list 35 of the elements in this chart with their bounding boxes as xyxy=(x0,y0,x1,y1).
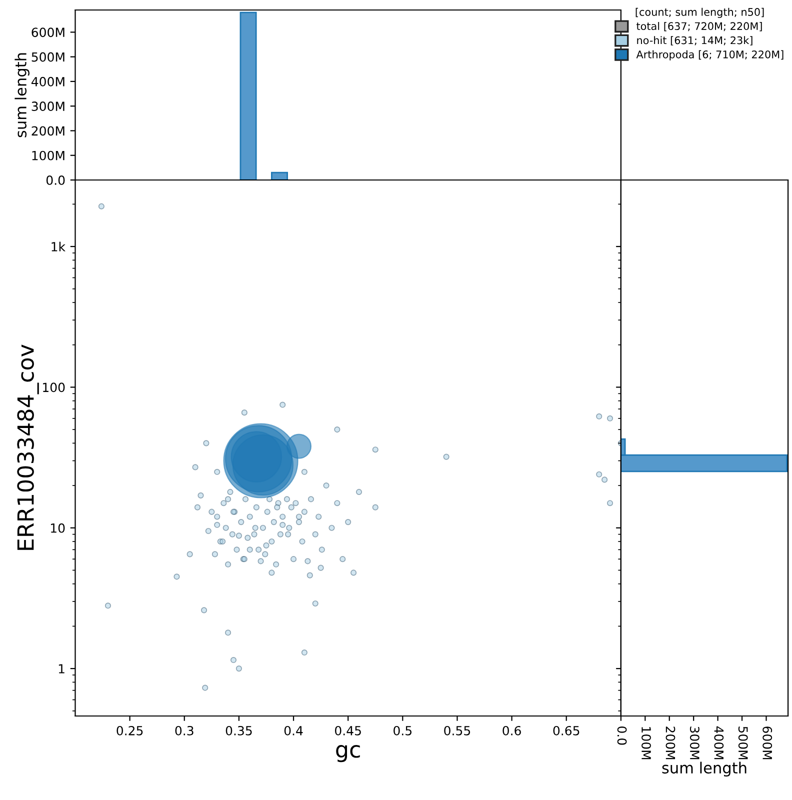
x-tick-label: 0.25 xyxy=(116,726,143,736)
y-tick-label: 100M xyxy=(32,150,64,160)
y-tick-label: 0.0 xyxy=(46,175,65,185)
x-axis-title: sum length xyxy=(662,762,746,777)
x-tick-label: 400M xyxy=(714,726,724,760)
y-tick-label: 1k xyxy=(52,242,66,252)
y-tick-label: 10 xyxy=(50,523,65,533)
legend-label: Arthropoda [6; 710M; 220M] xyxy=(636,50,784,60)
y-tick-label: 100 xyxy=(43,382,65,392)
y-tick-label: 600M xyxy=(32,28,64,38)
x-tick-label: 0.5 xyxy=(394,726,412,736)
x-tick-label: 300M xyxy=(690,726,700,760)
legend-label: no-hit [631; 14M; 23k] xyxy=(637,36,752,46)
x-tick-label: 0.3 xyxy=(175,726,194,736)
y-tick-label: 400M xyxy=(31,76,64,86)
x-tick-label: 0.4 xyxy=(284,726,303,736)
x-tick-label: 0.35 xyxy=(226,726,252,736)
x-tick-label: 600M xyxy=(762,726,772,760)
y-axis-title: ERR10033484_cov xyxy=(17,344,39,550)
y-tick-label: 1 xyxy=(58,664,64,674)
y-tick-label: 200M xyxy=(32,126,64,136)
x-tick-label: 0.65 xyxy=(553,726,580,736)
x-axis-title: gc xyxy=(336,745,360,762)
x-tick-label: 100M xyxy=(642,727,651,760)
x-tick-label: 0.6 xyxy=(502,726,521,736)
x-tick-label: 0.45 xyxy=(334,726,361,736)
y-tick-label: 500M xyxy=(32,52,64,62)
y-tick-label: 300M xyxy=(32,102,64,112)
x-tick-label: 0.0 xyxy=(617,726,627,745)
x-tick-label: 0.55 xyxy=(444,726,470,736)
x-tick-label: 200M xyxy=(666,726,676,760)
y-axis-title: sum length xyxy=(14,53,30,138)
legend-title: [count; sum length; n50] xyxy=(636,8,764,18)
legend-label: total [637; 720M; 220M] xyxy=(636,22,762,32)
x-tick-label: 500M xyxy=(738,726,748,760)
